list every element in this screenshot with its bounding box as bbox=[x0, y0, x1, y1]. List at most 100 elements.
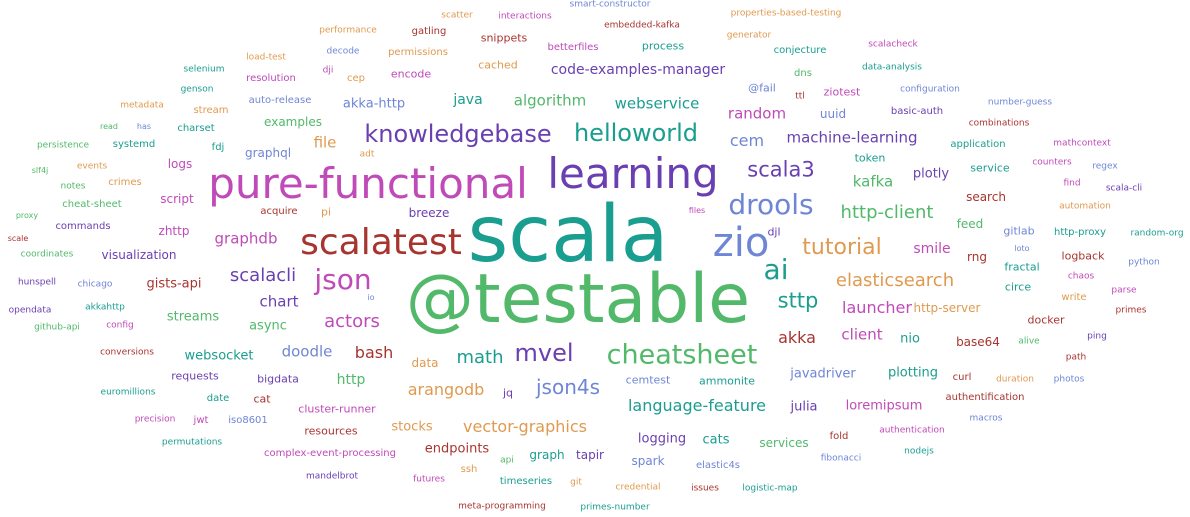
word-tag-djl[interactable]: djl bbox=[767, 225, 781, 239]
word-tag-ttl[interactable]: ttl bbox=[795, 91, 805, 102]
word-tag-cheat-sheet[interactable]: cheat-sheet bbox=[62, 199, 122, 210]
word-tag-charset[interactable]: charset bbox=[177, 123, 215, 134]
word-tag-chart[interactable]: chart bbox=[259, 292, 299, 311]
word-tag-precision[interactable]: precision bbox=[134, 414, 176, 425]
word-tag-regex[interactable]: regex bbox=[1092, 161, 1118, 172]
word-tag-elastic4s[interactable]: elastic4s bbox=[695, 460, 741, 471]
word-tag-smart-constructor[interactable]: smart-constructor bbox=[569, 0, 651, 10]
word-tag-cem[interactable]: cem bbox=[729, 131, 765, 150]
word-tag-bigdata[interactable]: bigdata bbox=[257, 372, 299, 386]
word-tag-token[interactable]: token bbox=[854, 151, 886, 165]
word-tag-files[interactable]: files bbox=[688, 206, 706, 215]
word-tag-crimes[interactable]: crimes bbox=[108, 177, 142, 188]
word-tag-slf4j[interactable]: slf4j bbox=[31, 166, 49, 175]
word-tag-docker[interactable]: docker bbox=[1027, 313, 1065, 327]
word-tag-load-test[interactable]: load-test bbox=[246, 52, 286, 63]
word-tag-json[interactable]: json bbox=[314, 263, 372, 296]
word-tag-stream[interactable]: stream bbox=[193, 105, 229, 116]
word-tag-curl[interactable]: curl bbox=[952, 372, 972, 383]
word-tag-cemtest[interactable]: cemtest bbox=[625, 373, 671, 387]
word-tag-gatling[interactable]: gatling bbox=[411, 26, 447, 37]
word-tag-application[interactable]: application bbox=[950, 139, 1006, 150]
word-tag-examples[interactable]: examples bbox=[264, 115, 322, 129]
word-tag-http-proxy[interactable]: http-proxy bbox=[1053, 227, 1107, 238]
word-tag-service[interactable]: service bbox=[970, 161, 1010, 175]
word-tag-doodle[interactable]: doodle bbox=[281, 342, 333, 361]
word-tag-fractal[interactable]: fractal bbox=[1004, 260, 1040, 274]
word-tag-akka-http[interactable]: akka-http bbox=[342, 96, 406, 112]
word-tag-scale[interactable]: scale bbox=[7, 234, 29, 243]
word-tag-meta-programming[interactable]: meta-programming bbox=[458, 501, 546, 512]
word-tag-mvel[interactable]: mvel bbox=[514, 339, 574, 367]
word-tag-client[interactable]: client bbox=[841, 325, 883, 344]
word-tag-resources[interactable]: resources bbox=[304, 424, 358, 438]
word-tag-json4s[interactable]: json4s bbox=[535, 375, 601, 399]
word-tag-loto[interactable]: loto bbox=[1014, 244, 1030, 253]
word-tag-betterfiles[interactable]: betterfiles bbox=[547, 42, 599, 53]
word-tag-http-server[interactable]: http-server bbox=[913, 301, 981, 315]
word-tag-scalacli[interactable]: scalacli bbox=[229, 265, 297, 286]
word-tag-launcher[interactable]: launcher bbox=[842, 298, 912, 317]
word-tag-logback[interactable]: logback bbox=[1061, 249, 1105, 263]
word-tag-python[interactable]: python bbox=[1128, 257, 1160, 268]
word-tag-properties-based-testing[interactable]: properties-based-testing bbox=[730, 8, 842, 19]
word-tag-language-feature[interactable]: language-feature bbox=[627, 396, 767, 415]
word-tag-opendata[interactable]: opendata bbox=[8, 305, 52, 316]
word-tag-ai[interactable]: ai bbox=[763, 253, 789, 286]
word-tag-configuration[interactable]: configuration bbox=[900, 84, 960, 95]
word-tag-pure-functional[interactable]: pure-functional bbox=[208, 159, 528, 208]
word-tag-macros[interactable]: macros bbox=[969, 413, 1003, 424]
word-tag-github-api[interactable]: github-api bbox=[34, 322, 80, 333]
word-tag-genson[interactable]: genson bbox=[180, 84, 214, 95]
word-tag-futures[interactable]: futures bbox=[413, 474, 445, 485]
word-tag-logs[interactable]: logs bbox=[167, 157, 193, 171]
word-tag-photos[interactable]: photos bbox=[1053, 374, 1085, 385]
word-tag-path[interactable]: path bbox=[1065, 352, 1087, 363]
word-tag-mandelbrot[interactable]: mandelbrot bbox=[306, 471, 358, 482]
word-tag-mathcontext[interactable]: mathcontext bbox=[1053, 138, 1111, 149]
word-tag-pi[interactable]: pi bbox=[320, 205, 332, 219]
word-tag-automation[interactable]: automation bbox=[1059, 201, 1111, 212]
word-tag-timeseries[interactable]: timeseries bbox=[499, 476, 553, 487]
word-tag-ziotest[interactable]: ziotest bbox=[823, 85, 861, 99]
word-tag-process[interactable]: process bbox=[641, 39, 685, 53]
word-tag-elasticsearch[interactable]: elasticsearch bbox=[835, 270, 955, 291]
word-tag-streams[interactable]: streams bbox=[166, 309, 220, 325]
word-tag-random[interactable]: random bbox=[727, 104, 787, 123]
word-tag-feed[interactable]: feed bbox=[956, 217, 984, 231]
word-tag-notes[interactable]: notes bbox=[60, 181, 86, 192]
word-tag-http-client[interactable]: http-client bbox=[840, 202, 934, 223]
word-tag-gists-api[interactable]: gists-api bbox=[146, 276, 202, 292]
word-tag-zhttp[interactable]: zhttp bbox=[158, 224, 190, 238]
word-tag-proxy[interactable]: proxy bbox=[15, 211, 39, 220]
word-tag-persistence[interactable]: persistence bbox=[36, 140, 90, 151]
word-tag-scala3[interactable]: scala3 bbox=[747, 157, 815, 182]
word-tag-random-org[interactable]: random-org bbox=[1130, 228, 1184, 239]
word-tag-authentication[interactable]: authentication bbox=[879, 425, 945, 436]
word-tag-find[interactable]: find bbox=[1063, 178, 1081, 189]
word-tag-coordinates[interactable]: coordinates bbox=[20, 249, 74, 260]
word-tag-visualization[interactable]: visualization bbox=[101, 248, 177, 262]
word-tag-bash[interactable]: bash bbox=[354, 343, 394, 362]
word-tag-akkahttp[interactable]: akkahttp bbox=[85, 302, 125, 313]
word-tag-tapir[interactable]: tapir bbox=[576, 448, 604, 462]
word-tag-fail[interactable]: @fail bbox=[748, 81, 776, 95]
word-tag-script[interactable]: script bbox=[160, 192, 194, 206]
word-tag-gitlab[interactable]: gitlab bbox=[1003, 224, 1035, 238]
word-tag-search[interactable]: search bbox=[966, 190, 1006, 204]
word-tag-drools[interactable]: drools bbox=[728, 188, 814, 221]
word-tag-permissions[interactable]: permissions bbox=[388, 47, 448, 58]
word-tag-learning[interactable]: learning bbox=[547, 149, 719, 198]
word-tag-number-guess[interactable]: number-guess bbox=[987, 97, 1053, 108]
word-tag-date[interactable]: date bbox=[206, 393, 230, 404]
word-tag-permutations[interactable]: permutations bbox=[161, 437, 223, 448]
word-tag-fdj[interactable]: fdj bbox=[211, 142, 225, 153]
word-tag-java[interactable]: java bbox=[453, 92, 483, 108]
word-tag-http[interactable]: http bbox=[336, 372, 366, 388]
word-tag-iso8601[interactable]: iso8601 bbox=[228, 415, 268, 426]
word-tag-dns[interactable]: dns bbox=[794, 68, 812, 79]
word-tag-julia[interactable]: julia bbox=[790, 399, 818, 415]
word-tag-plotting[interactable]: plotting bbox=[887, 365, 939, 381]
word-tag-interactions[interactable]: interactions bbox=[498, 11, 552, 22]
word-tag-graphql[interactable]: graphql bbox=[244, 146, 292, 160]
